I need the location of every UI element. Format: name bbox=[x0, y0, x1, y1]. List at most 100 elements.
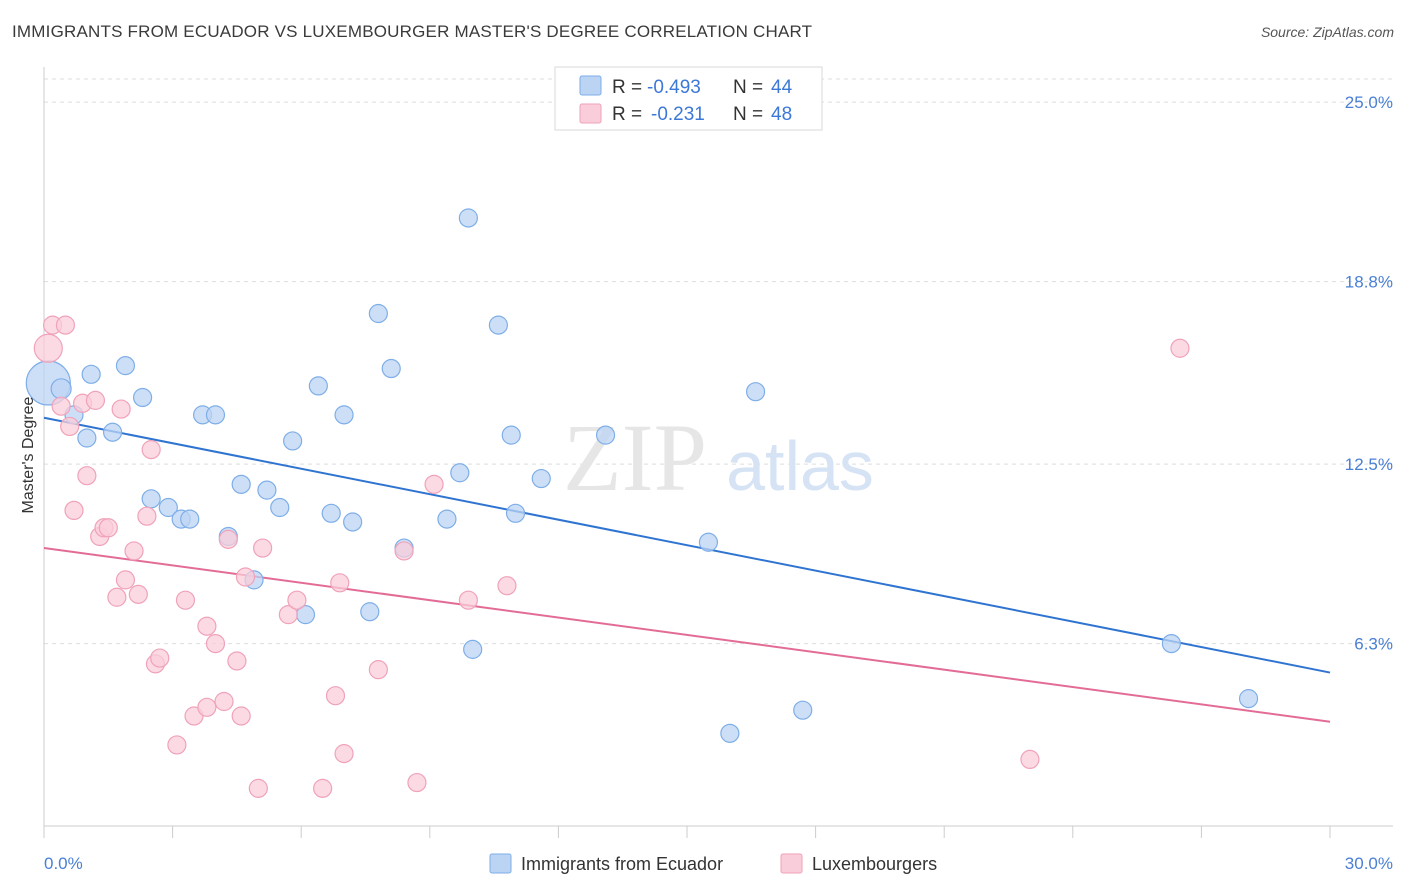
watermark-zip: ZIP bbox=[563, 404, 707, 511]
point-luxembourgers bbox=[85, 390, 106, 410]
point-luxembourgers bbox=[128, 584, 148, 604]
point-luxembourgers bbox=[64, 500, 84, 521]
point-ecuador bbox=[501, 425, 521, 445]
point-ecuador bbox=[257, 480, 277, 500]
point-luxembourgers bbox=[150, 648, 170, 668]
point-luxembourgers bbox=[107, 587, 127, 607]
point-ecuador bbox=[81, 364, 101, 384]
watermark: ZIP atlas bbox=[563, 404, 874, 511]
x-tick-label-min: 0.0% bbox=[44, 854, 83, 873]
y-axis-label: Master's Degree bbox=[20, 396, 37, 513]
watermark-atlas: atlas bbox=[726, 427, 874, 505]
legend-n-label-ecuador: N = bbox=[733, 77, 763, 98]
point-luxembourgers bbox=[424, 474, 444, 494]
legend-swatch-luxembourgers bbox=[579, 103, 602, 124]
point-luxembourgers bbox=[55, 315, 76, 335]
gridlines bbox=[44, 78, 1393, 645]
point-luxembourgers bbox=[394, 541, 414, 561]
point-luxembourgers bbox=[60, 416, 80, 437]
point-luxembourgers bbox=[141, 440, 161, 460]
point-luxembourgers bbox=[235, 567, 256, 587]
legend-n-label-luxembourgers: N = bbox=[733, 104, 763, 125]
point-ecuador bbox=[1238, 689, 1259, 709]
point-luxembourgers bbox=[231, 706, 251, 726]
point-ecuador bbox=[488, 315, 508, 335]
point-luxembourgers bbox=[137, 506, 157, 526]
point-ecuador bbox=[102, 422, 123, 442]
point-ecuador bbox=[793, 700, 813, 720]
series-legend-label-ecuador: Immigrants from Ecuador bbox=[521, 854, 723, 874]
point-ecuador bbox=[180, 509, 200, 529]
point-luxembourgers bbox=[205, 633, 226, 654]
point-ecuador bbox=[745, 382, 766, 402]
point-ecuador bbox=[505, 503, 526, 523]
point-ecuador bbox=[231, 474, 251, 494]
point-luxembourgers bbox=[1020, 749, 1040, 770]
point-ecuador bbox=[115, 356, 136, 376]
axes bbox=[43, 67, 1393, 838]
point-ecuador bbox=[595, 425, 616, 445]
point-ecuador bbox=[437, 509, 457, 529]
y-tick-label: 6.3% bbox=[1354, 635, 1393, 654]
stats-legend: R = -0.493 N = 44 R = -0.231 N = 48 bbox=[554, 66, 823, 131]
point-luxembourgers bbox=[227, 651, 247, 671]
point-ecuador bbox=[720, 723, 740, 743]
source-credit: Source: ZipAtlas.com bbox=[1260, 24, 1394, 40]
legend-r-label-luxembourgers: R = bbox=[612, 104, 642, 125]
trend-line-ecuador bbox=[43, 416, 1331, 674]
series-legend-label-luxembourgers: Luxembourgers bbox=[812, 854, 937, 874]
point-luxembourgers bbox=[167, 735, 187, 755]
point-ecuador bbox=[205, 405, 226, 425]
legend-n-value-luxembourgers: 48 bbox=[771, 104, 792, 125]
series-legend-swatch-luxembourgers bbox=[780, 853, 803, 874]
legend-n-value-ecuador: 44 bbox=[771, 77, 793, 98]
data-points bbox=[25, 208, 1259, 798]
series-legend: Immigrants from Ecuador Luxembourgers bbox=[489, 853, 937, 874]
point-luxembourgers bbox=[458, 590, 478, 610]
point-ecuador bbox=[50, 378, 72, 400]
point-ecuador bbox=[308, 376, 328, 396]
point-luxembourgers bbox=[111, 399, 131, 419]
point-luxembourgers bbox=[334, 744, 354, 764]
x-tick-labels: 0.0% 30.0% bbox=[44, 854, 1393, 873]
point-luxembourgers bbox=[253, 538, 273, 558]
point-luxembourgers bbox=[287, 590, 307, 610]
chart-title: IMMIGRANTS FROM ECUADOR VS LUXEMBOURGER … bbox=[12, 22, 813, 41]
point-luxembourgers bbox=[175, 590, 196, 610]
y-tick-labels: 6.3% 12.5% 18.8% 25.0% bbox=[1345, 93, 1393, 653]
point-ecuador bbox=[531, 468, 551, 489]
point-ecuador bbox=[158, 497, 178, 518]
y-tick-label: 25.0% bbox=[1345, 93, 1393, 112]
point-ecuador bbox=[1161, 633, 1181, 654]
x-tick-label-max: 30.0% bbox=[1345, 854, 1393, 873]
point-luxembourgers bbox=[1170, 338, 1190, 358]
point-luxembourgers bbox=[313, 778, 333, 798]
point-ecuador bbox=[368, 303, 388, 324]
point-luxembourgers bbox=[115, 570, 136, 590]
y-tick-label: 18.8% bbox=[1345, 273, 1393, 292]
point-luxembourgers bbox=[214, 691, 234, 712]
point-ecuador bbox=[343, 512, 363, 532]
point-ecuador bbox=[283, 431, 303, 451]
point-ecuador bbox=[132, 387, 153, 408]
point-luxembourgers bbox=[368, 660, 388, 680]
point-ecuador bbox=[698, 532, 719, 552]
series-legend-swatch-ecuador bbox=[489, 853, 512, 874]
point-ecuador bbox=[270, 497, 290, 518]
point-luxembourgers bbox=[248, 778, 268, 798]
point-ecuador bbox=[450, 463, 470, 483]
point-luxembourgers bbox=[197, 697, 217, 717]
legend-swatch-ecuador bbox=[579, 75, 602, 96]
point-luxembourgers bbox=[407, 772, 427, 793]
point-luxembourgers bbox=[278, 605, 298, 625]
point-luxembourgers bbox=[325, 686, 346, 706]
point-ecuador bbox=[381, 358, 401, 379]
point-luxembourgers bbox=[51, 396, 71, 416]
y-tick-label: 12.5% bbox=[1345, 455, 1393, 474]
point-luxembourgers bbox=[33, 333, 63, 363]
point-ecuador bbox=[321, 503, 341, 523]
point-ecuador bbox=[334, 405, 354, 425]
point-luxembourgers bbox=[98, 518, 118, 538]
point-luxembourgers bbox=[497, 576, 517, 596]
